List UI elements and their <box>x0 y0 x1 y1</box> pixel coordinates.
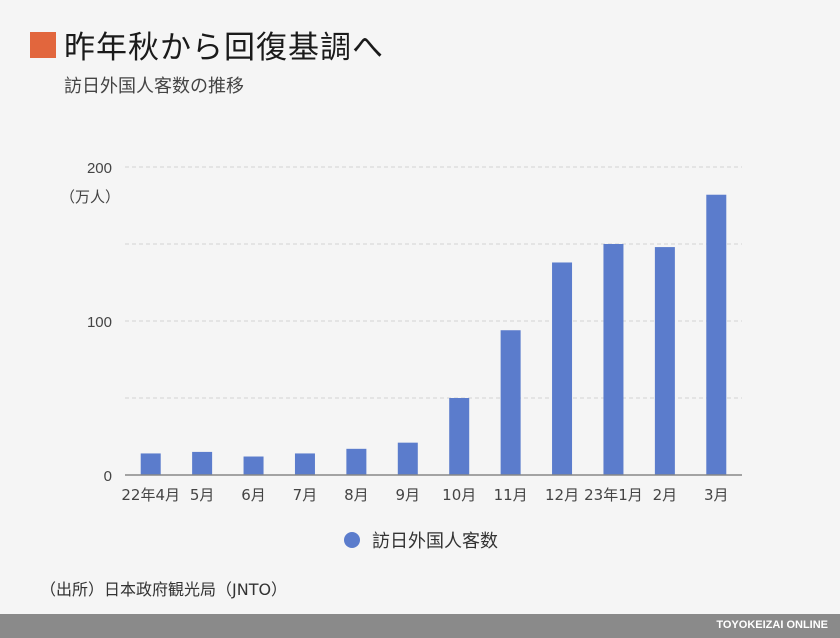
x-tick-label: 22年4月 <box>121 486 180 504</box>
chart-subtitle: 訪日外国人客数の推移 <box>64 76 244 97</box>
legend-marker-icon <box>344 532 360 548</box>
page-title: 昨年秋から回復基調へ <box>64 30 384 66</box>
legend-label: 訪日外国人客数 <box>372 531 498 552</box>
bar <box>140 453 161 475</box>
legend: 訪日外国人客数 <box>344 527 498 553</box>
y-axis-unit-label: （万人） <box>60 188 120 206</box>
bar <box>552 262 573 475</box>
x-tick-label: 9月 <box>396 486 421 504</box>
bar <box>346 448 367 475</box>
y-tick-label: 0 <box>104 468 112 485</box>
y-tick-label: 100 <box>87 314 112 331</box>
bar <box>192 451 213 475</box>
title-marker-icon <box>30 31 56 58</box>
title-row: 昨年秋から回復基調へ <box>30 22 384 67</box>
bar <box>603 244 624 475</box>
bar <box>397 442 418 475</box>
bar <box>500 330 521 475</box>
source-note: （出所）日本政府観光局（JNTO） <box>40 580 288 599</box>
x-tick-label: 8月 <box>344 486 369 504</box>
y-tick-label: 200 <box>87 160 112 177</box>
x-tick-label: 6月 <box>241 486 266 504</box>
x-tick-label: 5月 <box>190 486 215 504</box>
bar <box>449 398 470 475</box>
x-tick-label: 3月 <box>704 486 729 504</box>
x-tick-label: 7月 <box>293 486 318 504</box>
x-tick-label: 10月 <box>442 486 476 504</box>
bar <box>654 247 675 475</box>
bar-chart: 0 100 200 （万人） 22年4月 5月 6月 7月 8月 9月 10月 11月 12月 23年1月… <box>60 160 742 504</box>
bar <box>294 453 315 475</box>
x-tick-label: 12月 <box>545 486 579 504</box>
bar <box>706 194 727 475</box>
bar <box>243 456 264 475</box>
x-tick-label: 11月 <box>494 486 528 504</box>
x-tick-label: 2月 <box>653 486 678 504</box>
footer-bar: TOYOKEIZAI ONLINE <box>0 614 840 638</box>
x-tick-label: 23年1月 <box>584 486 643 504</box>
brand-label: TOYOKEIZAI ONLINE <box>716 619 828 631</box>
